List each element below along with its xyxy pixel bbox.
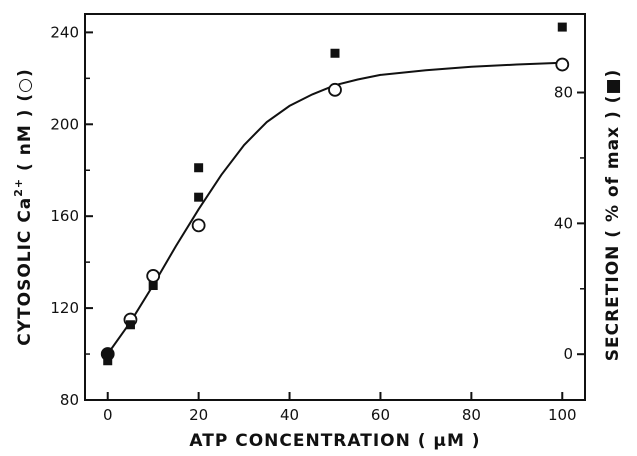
y-left-axis-label-suffix: ( nM ) (○) [15, 68, 35, 178]
x-tick-label: 60 [371, 406, 390, 424]
open-circle-point [146, 269, 161, 283]
y-left-tick-label: 80 [60, 391, 79, 409]
open-circle-point [328, 82, 342, 97]
filled-square-point [103, 356, 113, 366]
y-right-tick-label: 0 [563, 345, 573, 363]
y-right-tick-label: 80 [554, 84, 573, 102]
filled-square-point [557, 22, 567, 32]
filled-square-point [148, 281, 158, 291]
y-right-tick-label: 40 [554, 214, 573, 232]
y-right-axis-label: SECRETION ( % of max ) (■) [603, 69, 623, 362]
filled-square-point [194, 163, 204, 173]
x-tick-label: 20 [189, 406, 208, 424]
y-left-axis-label-superscript: 2+ [12, 178, 25, 197]
x-axis-label: ATP CONCENTRATION ( μM ) [189, 431, 480, 451]
x-tick-label: 40 [280, 406, 299, 424]
plot-frame [84, 13, 586, 401]
y-left-tick-label: 240 [50, 23, 79, 41]
x-tick-label: 80 [462, 406, 481, 424]
y-left-axis-label: CYTOSOLIC Ca2+ ( nM ) (○) [12, 68, 35, 346]
filled-square-point [330, 48, 340, 58]
open-circle-point [555, 57, 570, 72]
open-circle-point [191, 218, 206, 233]
y-left-tick-label: 160 [50, 207, 79, 225]
y-left-axis-label-text: CYTOSOLIC Ca [15, 197, 35, 346]
fit-curve [106, 61, 563, 355]
filled-square-point [194, 192, 204, 202]
x-tick-label: 0 [103, 406, 113, 424]
filled-square-point [125, 320, 135, 330]
marks-layer [100, 22, 570, 366]
x-tick-label: 100 [548, 406, 577, 424]
y-left-tick-label: 120 [50, 299, 79, 317]
filled-circle-point [101, 347, 115, 361]
y-left-tick-label: 200 [50, 115, 79, 133]
ticks-layer: 0 20 40 60 80 100 80 120 160 200 240 0 40 80 [50, 23, 585, 424]
